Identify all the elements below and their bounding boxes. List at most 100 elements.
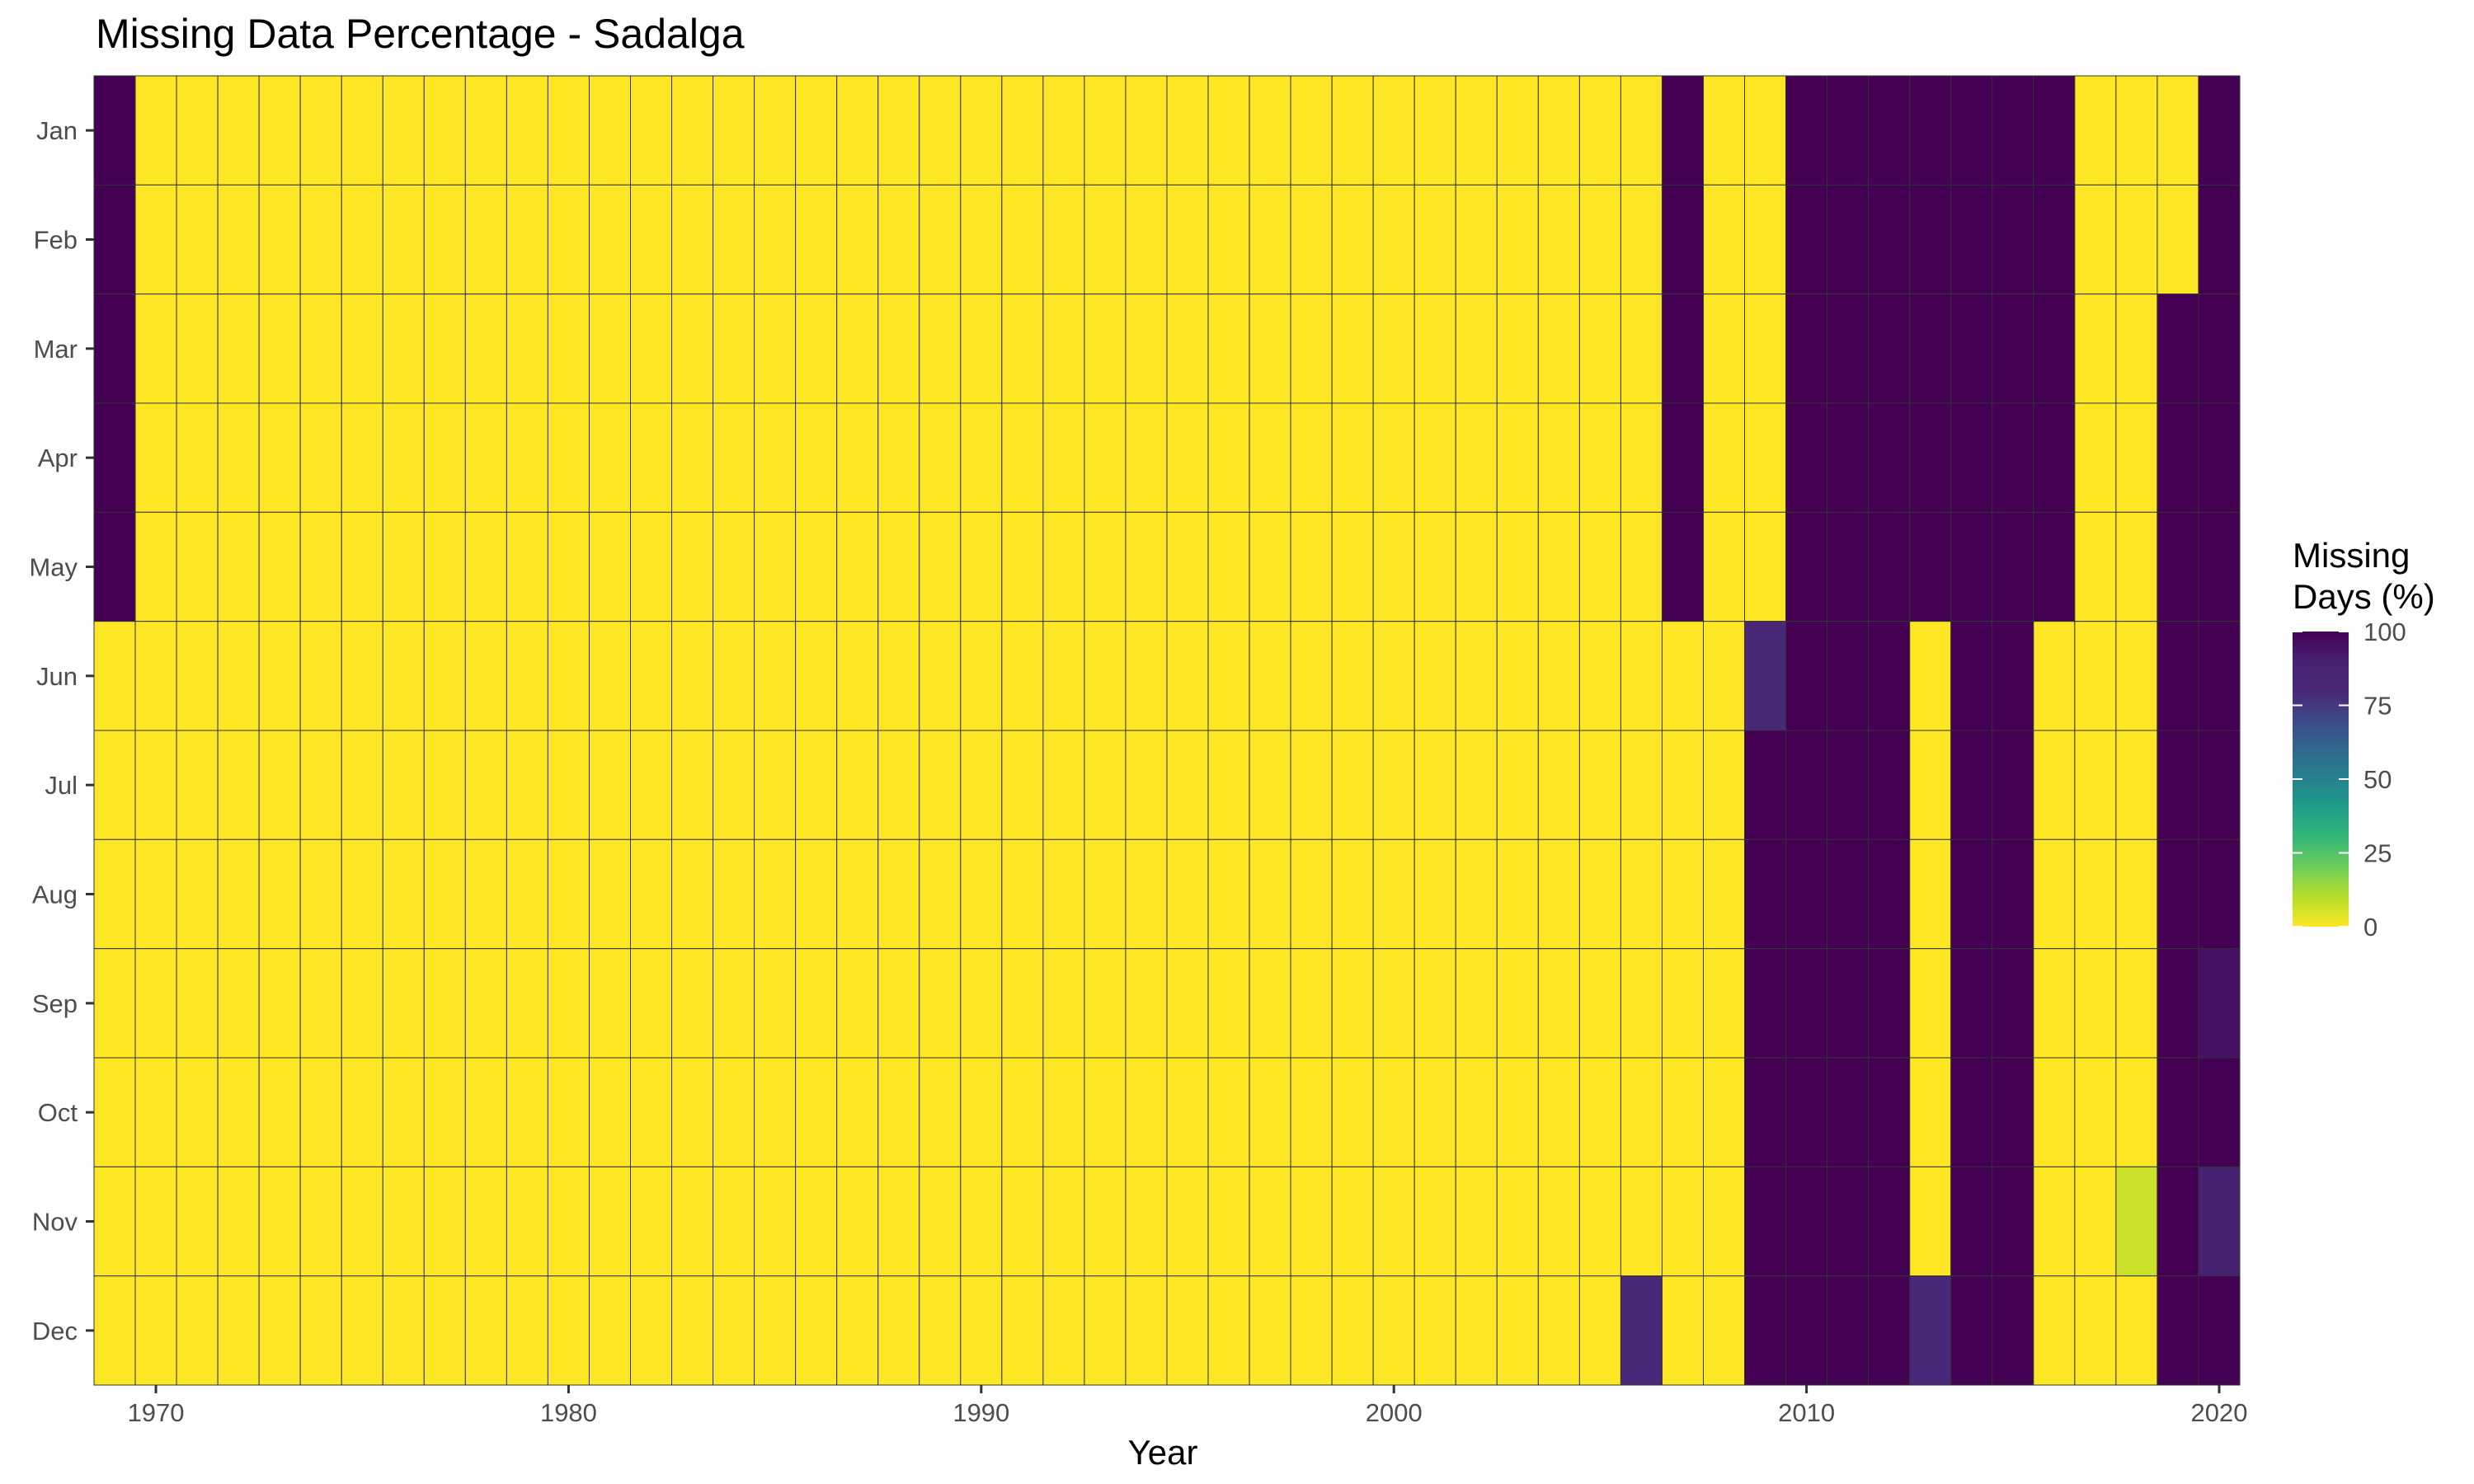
heatmap-cell <box>1909 621 1952 731</box>
heatmap-cell <box>713 75 755 186</box>
heatmap-cell <box>2074 294 2117 404</box>
heatmap-cell <box>1166 1057 1209 1167</box>
heatmap-cell <box>1331 621 1374 731</box>
heatmap-cell <box>1868 621 1911 731</box>
heatmap-cell <box>2115 184 2158 295</box>
heatmap-cell <box>2157 621 2199 731</box>
heatmap-cell <box>1331 1275 1374 1386</box>
heatmap-cell <box>713 402 755 513</box>
heatmap-cell <box>341 1166 383 1277</box>
heatmap-cell <box>877 402 920 513</box>
heatmap-cell <box>1001 948 1044 1059</box>
heatmap-cell <box>919 511 962 622</box>
heatmap-cell <box>919 621 962 731</box>
heatmap-cell <box>1661 838 1705 950</box>
heatmap-cell <box>1372 948 1415 1059</box>
heatmap-cell <box>960 294 1003 404</box>
heatmap-cell <box>93 75 136 186</box>
heatmap-cell <box>1166 75 1209 186</box>
heatmap-cell <box>1207 511 1250 622</box>
heatmap-cell <box>919 1057 962 1167</box>
heatmap-cell <box>1744 838 1787 950</box>
heatmap-cell <box>1661 621 1705 731</box>
heatmap-cell <box>258 402 301 513</box>
heatmap-cell <box>754 402 797 513</box>
legend-tick-label: 100 <box>2363 618 2406 646</box>
heatmap-cell <box>464 1057 507 1167</box>
heatmap-cell <box>1620 730 1663 840</box>
heatmap-cell <box>423 948 466 1059</box>
heatmap-cell <box>1785 402 1828 513</box>
heatmap-cell <box>1455 1166 1498 1277</box>
heatmap-cell <box>258 1275 301 1386</box>
heatmap-cell <box>382 294 425 404</box>
heatmap-cell <box>2157 1057 2199 1167</box>
heatmap-cell <box>2074 184 2117 295</box>
heatmap-cell <box>1868 75 1911 186</box>
heatmap-cell <box>1620 402 1663 513</box>
heatmap-cell <box>1620 1275 1663 1386</box>
heatmap-cell <box>919 1275 962 1386</box>
heatmap-cell <box>2115 294 2158 404</box>
heatmap-cell <box>382 402 425 513</box>
heatmap-cell <box>1207 1166 1250 1277</box>
heatmap-cell <box>2033 1166 2076 1277</box>
heatmap-cell <box>877 1275 920 1386</box>
heatmap-cell <box>506 511 548 622</box>
heatmap-cell <box>423 1166 466 1277</box>
heatmap-cell <box>547 184 590 295</box>
heatmap-cell <box>1372 1166 1415 1277</box>
heatmap-cell <box>960 1166 1003 1277</box>
heatmap-cell <box>1249 511 1291 622</box>
heatmap-cell <box>1909 838 1952 950</box>
heatmap-cell <box>217 621 260 731</box>
heatmap-cell <box>506 402 548 513</box>
heatmap-cell <box>877 838 920 950</box>
heatmap-cell <box>1455 1275 1498 1386</box>
heatmap-cell <box>299 1057 342 1167</box>
heatmap-cell <box>919 1166 962 1277</box>
heatmap-cell <box>299 730 342 840</box>
heatmap-cell <box>630 511 673 622</box>
heatmap-cell <box>836 1057 879 1167</box>
heatmap-cell <box>1166 730 1209 840</box>
heatmap-cell <box>2033 402 2076 513</box>
heatmap-cell <box>1620 1057 1663 1167</box>
heatmap-cell <box>258 1166 301 1277</box>
heatmap-cell <box>1950 184 1993 295</box>
heatmap-cell <box>877 294 920 404</box>
heatmap-cell <box>2157 75 2199 186</box>
heatmap-cell <box>1413 1275 1456 1386</box>
heatmap-cell <box>1413 730 1456 840</box>
heatmap-cell <box>176 294 219 404</box>
heatmap-cell <box>217 1275 260 1386</box>
heatmap-cell <box>1290 1057 1333 1167</box>
heatmap-cell <box>1455 1057 1498 1167</box>
heatmap-cell <box>2074 730 2117 840</box>
heatmap-cell <box>1084 621 1126 731</box>
heatmap-cell <box>547 838 590 950</box>
heatmap-cell <box>588 294 632 404</box>
heatmap-cell <box>1084 75 1126 186</box>
legend-title-line1: Missing <box>2293 536 2410 575</box>
heatmap-cell <box>1001 511 1044 622</box>
heatmap-cell <box>423 1057 466 1167</box>
heatmap-cell <box>1868 1166 1911 1277</box>
heatmap-cell <box>1909 294 1952 404</box>
heatmap-cell <box>134 184 177 295</box>
heatmap-cell <box>341 402 383 513</box>
heatmap-cell <box>836 1275 879 1386</box>
heatmap-cell <box>877 75 920 186</box>
heatmap-cell <box>464 838 507 950</box>
heatmap-cell <box>1207 184 1250 295</box>
heatmap-cell <box>1537 402 1580 513</box>
y-tick-label: Apr <box>38 444 78 472</box>
heatmap-cell <box>1496 621 1539 731</box>
heatmap-cell <box>1992 1275 2034 1386</box>
heatmap-cell <box>1125 402 1168 513</box>
heatmap-cell <box>960 948 1003 1059</box>
heatmap-cell <box>1084 948 1126 1059</box>
heatmap-cell <box>176 730 219 840</box>
heatmap-cell <box>506 621 548 731</box>
heatmap-cell <box>1744 184 1787 295</box>
